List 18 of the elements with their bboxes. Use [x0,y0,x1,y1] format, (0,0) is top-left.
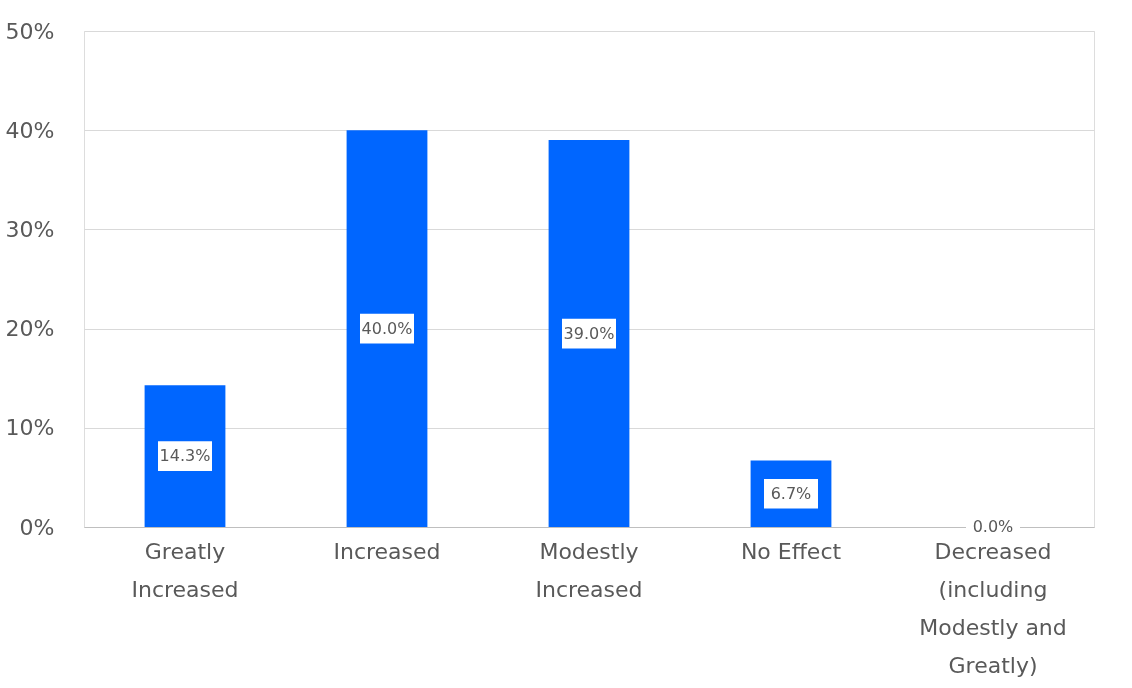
bar [346,130,428,527]
y-tick-label: 20% [5,316,55,342]
x-tick-label: Increased [333,538,441,564]
x-tick-label: Greatly Increased [131,538,239,602]
data-label: 14.3% [159,446,211,466]
y-tick-label: 10% [5,415,55,441]
data-label: 40.0% [361,318,413,338]
x-tick-label: Modestly Increased [535,538,643,602]
x-tick-label: No Effect [740,538,842,564]
y-tick-label: 50% [5,18,55,44]
data-label: 0.0% [972,517,1014,536]
data-label: 6.7% [770,483,812,503]
data-label: 39.0% [563,323,615,343]
y-tick-label: 30% [5,216,55,242]
bar [548,140,630,527]
y-tick-label: 40% [5,117,55,143]
x-tick-label: Decreased (including Modestly and Greatly) [919,538,1067,678]
y-tick-label: 0% [19,514,55,540]
